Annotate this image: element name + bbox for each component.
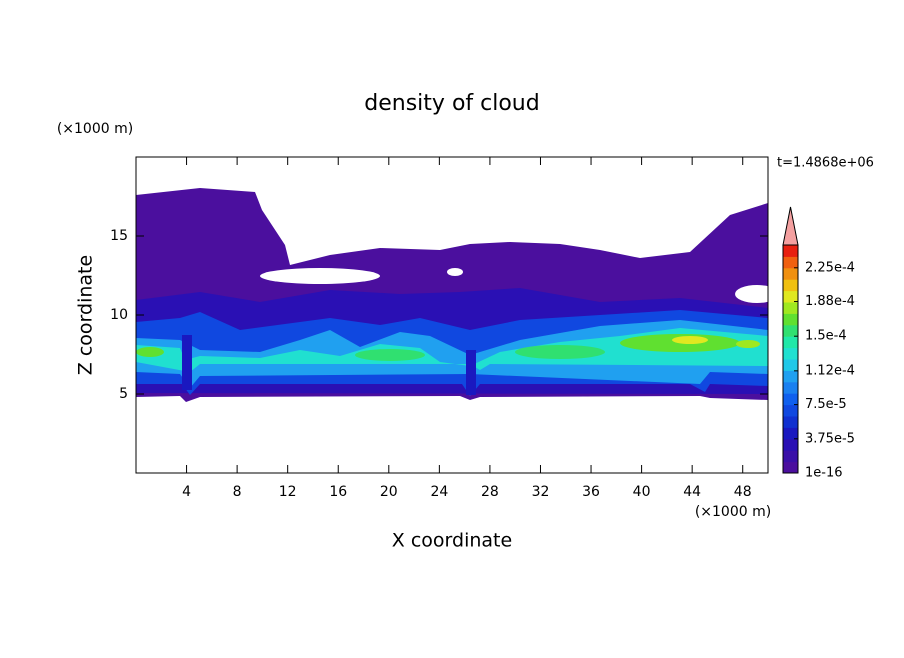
x-tick-label: 16 [329,484,347,500]
x-tick-label: 24 [430,484,448,500]
y-axis-label: Z coordinate [75,255,97,375]
time-label: t=1.4868e+06 [777,156,874,171]
colorbar-band [783,370,798,383]
colorbar-band [783,438,798,451]
colorbar-band [783,324,798,337]
colorbar-tick-label: 2.25e-4 [805,260,855,275]
colorbar-band [783,313,798,326]
x-tick-label: 4 [182,484,191,500]
colorbar-band [783,416,798,428]
colorbar-band [783,461,798,474]
colorbar-band [783,404,798,417]
x-tick-label: 28 [481,484,499,500]
x-axis-label: X coordinate [392,530,512,552]
x-tick-label: 32 [532,484,550,500]
colorbar-band [783,427,798,440]
colorbar-band [783,336,798,349]
x-unit: (×1000 m) [695,504,771,520]
colorbar-frame [782,244,799,474]
colorbar-band [783,450,798,463]
x-tick-label: 12 [279,484,297,500]
x-tick-label: 36 [582,484,600,500]
y-unit: (×1000 m) [57,121,133,137]
colorbar-band [783,245,798,257]
colorbar-band [783,279,798,292]
colorbar-band [783,302,798,314]
y-tick-label: 5 [119,386,128,402]
x-tick-label: 8 [233,484,242,500]
x-tick-label: 40 [633,484,651,500]
colorbar-band [783,290,798,303]
colorbar-band [783,381,798,394]
colorbar-tick-label: 3.75e-5 [805,431,855,446]
x-tick-label: 44 [683,484,701,500]
x-tick-label: 48 [734,484,752,500]
x-tick-label: 20 [380,484,398,500]
colorbar-band [783,347,798,360]
colorbar-tick-label: 1.12e-4 [805,363,855,378]
colorbar-tick-label: 1.88e-4 [805,294,855,309]
colorbar-band [783,256,798,269]
colorbar-tick-label: 1e-16 [805,466,843,481]
chart-title: density of cloud [364,91,539,116]
y-tick-label: 15 [110,228,128,244]
colorbar-band [783,393,798,406]
colorbar-band [783,267,798,280]
colorbar-tick-label: 1.5e-4 [805,329,847,344]
y-tick-label: 10 [110,307,128,323]
colorbar-tick-label: 7.5e-5 [805,397,847,412]
contour-field [136,188,768,402]
colorbar-band [783,359,798,371]
colorbar-extend [782,206,799,246]
